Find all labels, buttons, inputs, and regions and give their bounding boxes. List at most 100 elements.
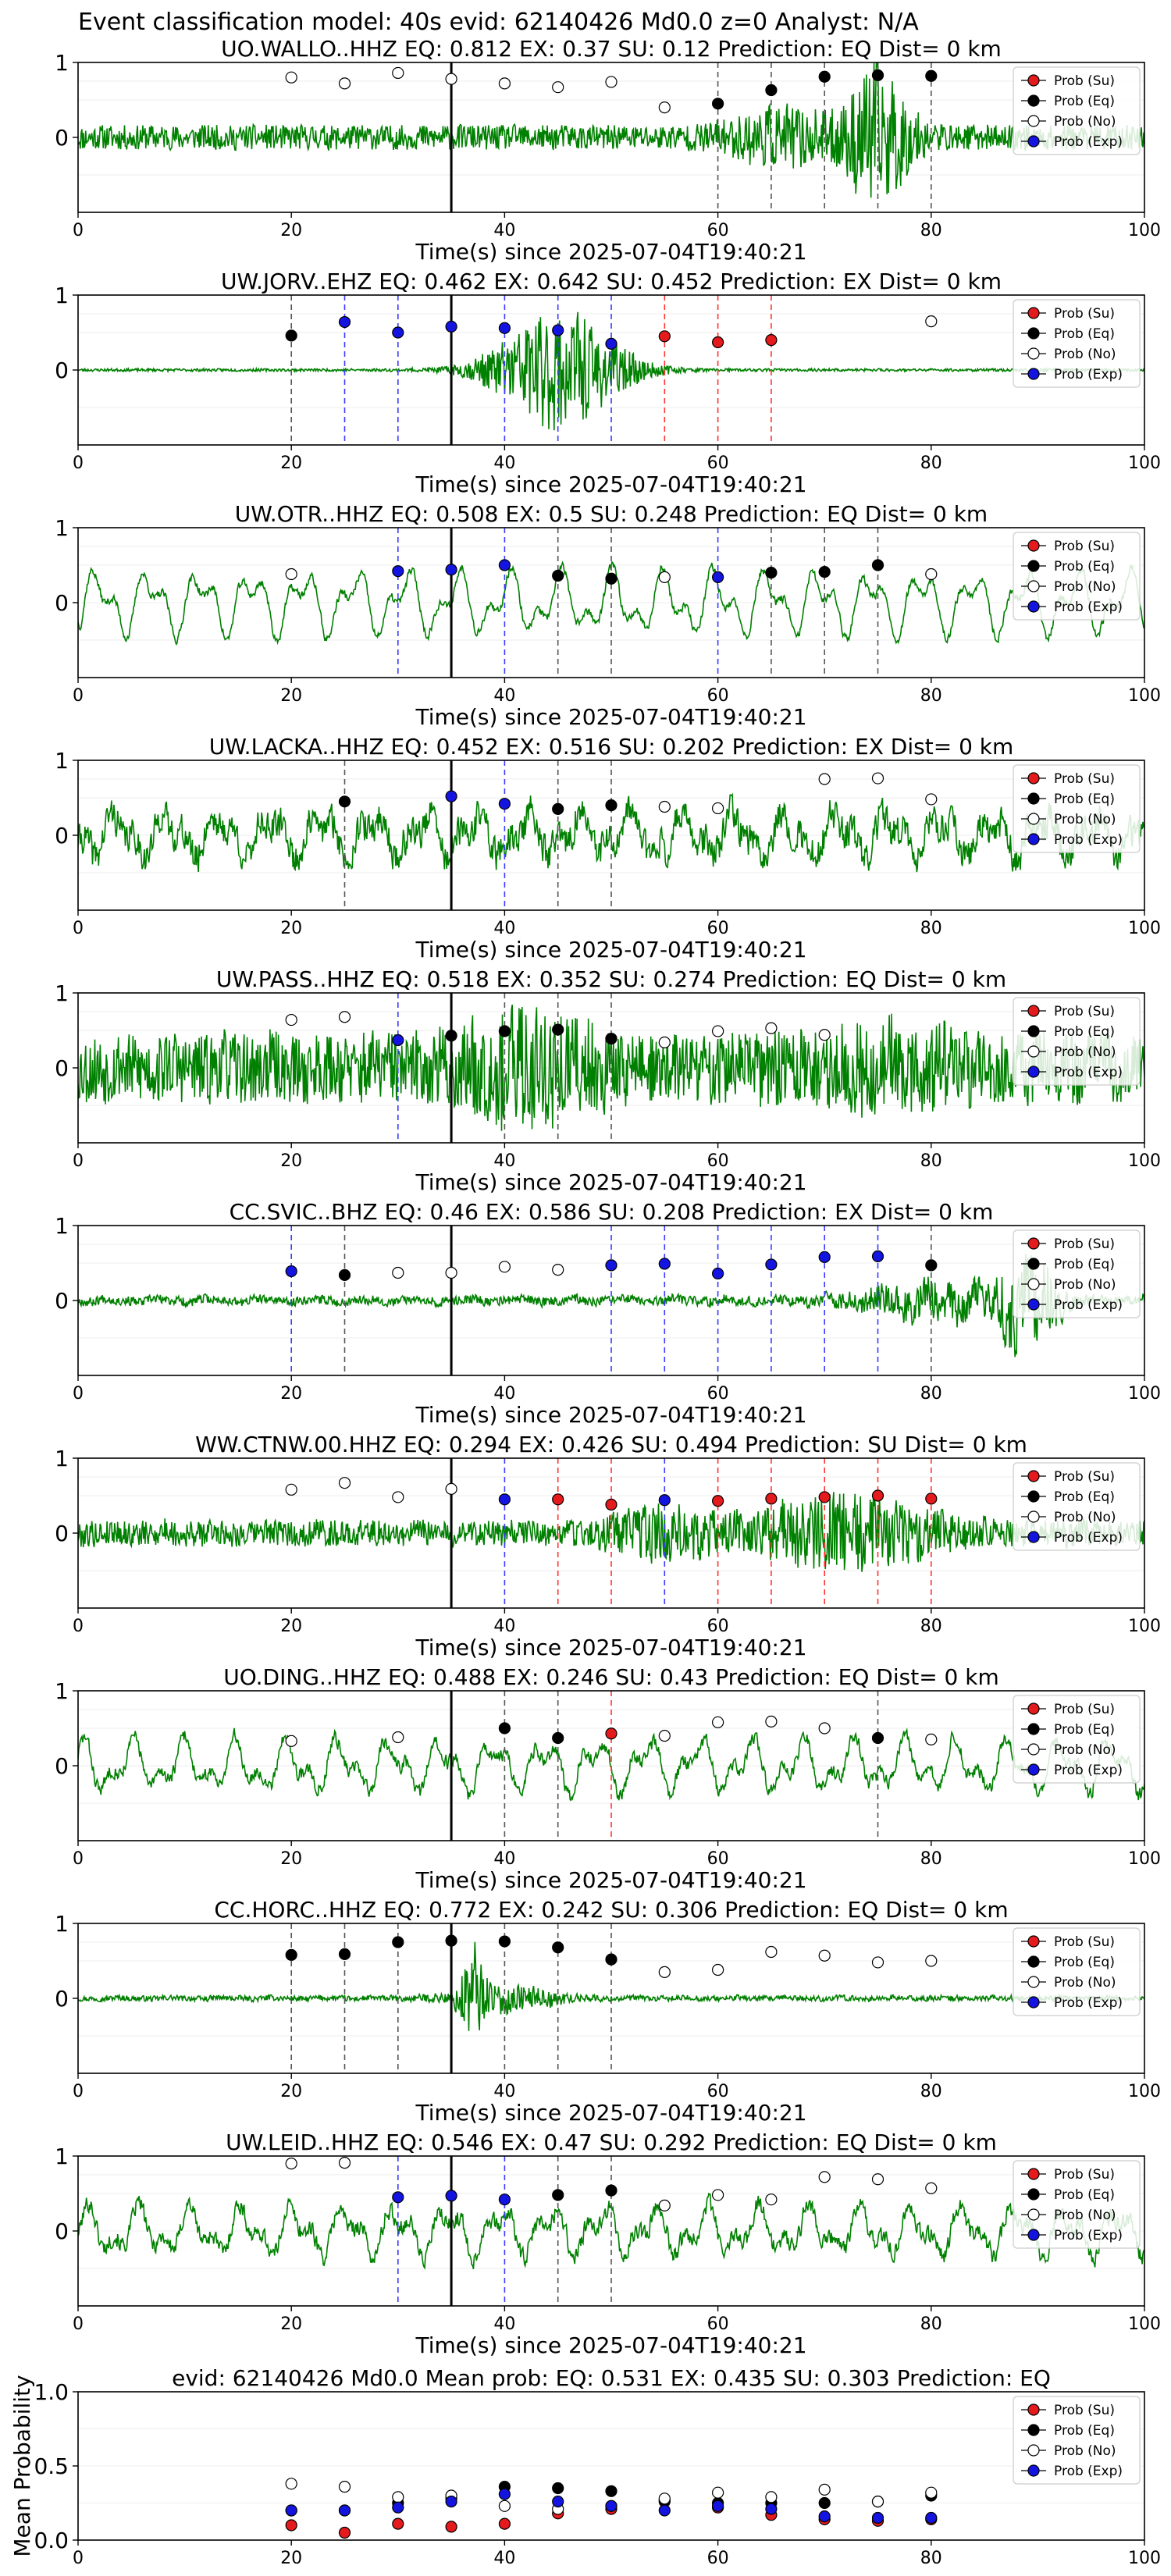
legend-label: Prob (No) — [1054, 2208, 1116, 2223]
prob-point-exp — [392, 2191, 404, 2204]
prob-point-no — [658, 1966, 671, 1978]
mean-point-no — [818, 2483, 831, 2496]
legend: Prob (Su) Prob (Eq) Prob (No) Prob (Exp) — [1013, 1229, 1141, 1318]
mean-point-exp — [552, 2496, 564, 2508]
legend-marker-exp — [1027, 2229, 1040, 2241]
mean-point-su — [498, 2517, 511, 2530]
legend-marker-su — [1027, 1470, 1040, 1482]
prob-point-su — [711, 1495, 724, 1507]
prob-point-no — [658, 1036, 671, 1048]
x-tick-label: 80 — [920, 919, 942, 938]
y-tick-label: 0 — [55, 1521, 69, 1546]
mean-point-exp — [818, 2510, 831, 2523]
x-axis-label: Time(s) since 2025-07-04T19:40:21 — [415, 1867, 806, 1893]
prob-point-su — [605, 1498, 618, 1511]
prob-point-no — [818, 2171, 831, 2183]
waveform-trace — [78, 1941, 1144, 2031]
x-tick-label: 0 — [73, 221, 84, 240]
legend-box — [1013, 1695, 1141, 1784]
legend-label: Prob (No) — [1054, 1742, 1116, 1758]
x-tick-label: 0 — [73, 919, 84, 938]
mean-point-exp — [658, 2504, 671, 2517]
x-tick-label: 100 — [1128, 919, 1161, 938]
x-axis-label: Time(s) since 2025-07-04T19:40:21 — [415, 2332, 806, 2358]
x-tick-label: 40 — [493, 454, 515, 473]
legend-box — [1013, 299, 1141, 388]
prob-point-no — [711, 1963, 724, 1976]
prob-point-eq — [871, 69, 884, 81]
legend-label: Prob (Eq) — [1054, 1722, 1115, 1738]
x-tick-label: 60 — [707, 1151, 729, 1171]
legend-marker-eq — [1027, 2188, 1040, 2201]
mean-point-exp — [445, 2496, 457, 2508]
x-tick-label: 100 — [1128, 2549, 1161, 2568]
prob-point-eq — [285, 329, 297, 342]
x-tick-label: 20 — [280, 1849, 302, 1869]
y-tick-label: 0 — [55, 1288, 69, 1314]
legend-label: Prob (Exp) — [1054, 1995, 1123, 2011]
plot-area — [78, 1226, 1144, 1375]
plot-area — [78, 528, 1144, 678]
legend-marker-exp — [1027, 1996, 1040, 2008]
prob-point-exp — [871, 1250, 884, 1262]
x-tick-label: 20 — [280, 919, 302, 938]
y-tick-label: 0.5 — [34, 2453, 69, 2479]
prob-point-no — [552, 1264, 564, 1276]
legend-marker-su — [1027, 539, 1040, 552]
x-tick-label: 100 — [1128, 221, 1161, 240]
prob-point-no — [285, 568, 297, 581]
prob-point-exp — [818, 1251, 831, 1263]
prob-point-su — [765, 334, 778, 347]
prob-point-no — [818, 1722, 831, 1735]
x-tick-label: 0 — [73, 686, 84, 706]
plot-area — [78, 993, 1144, 1143]
prob-point-no — [765, 1022, 778, 1034]
legend-label: Prob (Su) — [1054, 2167, 1115, 2183]
y-tick-label: 0 — [55, 1753, 69, 1779]
prob-point-no — [711, 1025, 724, 1037]
x-tick-label: 0 — [73, 454, 84, 473]
prob-point-eq — [605, 572, 618, 585]
x-tick-label: 40 — [493, 1151, 515, 1171]
legend-label: Prob (Eq) — [1054, 559, 1115, 575]
prob-point-su — [552, 1493, 564, 1506]
prob-point-no — [658, 571, 671, 583]
prob-point-eq — [818, 566, 831, 578]
x-tick-label: 80 — [920, 1151, 942, 1171]
legend-label: Prob (Su) — [1054, 1702, 1115, 1717]
x-tick-label: 100 — [1128, 454, 1161, 473]
x-tick-label: 40 — [493, 2082, 515, 2101]
chart-panel-8: UO.DING..HHZ EQ: 0.488 EX: 0.246 SU: 0.4… — [55, 1664, 1161, 1893]
prob-point-eq — [871, 559, 884, 571]
chart-title: WW.CTNW.00.HHZ EQ: 0.294 EX: 0.426 SU: 0… — [195, 1432, 1027, 1457]
x-axis-label: Time(s) since 2025-07-04T19:40:21 — [415, 2100, 806, 2126]
x-tick-label: 100 — [1128, 1151, 1161, 1171]
prob-point-exp — [605, 337, 618, 350]
plot-area — [78, 62, 1144, 212]
legend-label: Prob (Su) — [1054, 1004, 1115, 1019]
legend-label: Prob (Exp) — [1054, 1297, 1123, 1313]
mean-point-exp — [925, 2511, 938, 2524]
prob-point-no — [552, 81, 564, 94]
prob-point-no — [765, 1715, 778, 1727]
prob-point-exp — [445, 2190, 457, 2202]
legend: Prob (Su) Prob (Eq) Prob (No) Prob (Exp) — [1013, 764, 1141, 853]
legend-marker-no — [1027, 1510, 1040, 1523]
y-tick-label: 1 — [55, 980, 69, 1006]
legend-box — [1013, 1229, 1141, 1318]
plot-area — [78, 1691, 1144, 1841]
mean-point-no — [871, 2496, 884, 2508]
x-tick-label: 20 — [280, 686, 302, 706]
prob-point-su — [658, 330, 671, 343]
legend-marker-eq — [1027, 1025, 1040, 1037]
chart-title: UO.DING..HHZ EQ: 0.488 EX: 0.246 SU: 0.4… — [223, 1664, 999, 1690]
x-tick-label: 60 — [707, 2082, 729, 2101]
prob-point-exp — [498, 2194, 511, 2206]
prob-point-exp — [338, 315, 351, 329]
prob-point-eq — [765, 84, 778, 97]
prob-point-exp — [765, 1258, 778, 1271]
x-tick-label: 0 — [73, 1849, 84, 1869]
legend-label: Prob (Exp) — [1054, 1763, 1123, 1778]
plot-area — [78, 2156, 1144, 2306]
prob-point-no — [285, 71, 297, 84]
